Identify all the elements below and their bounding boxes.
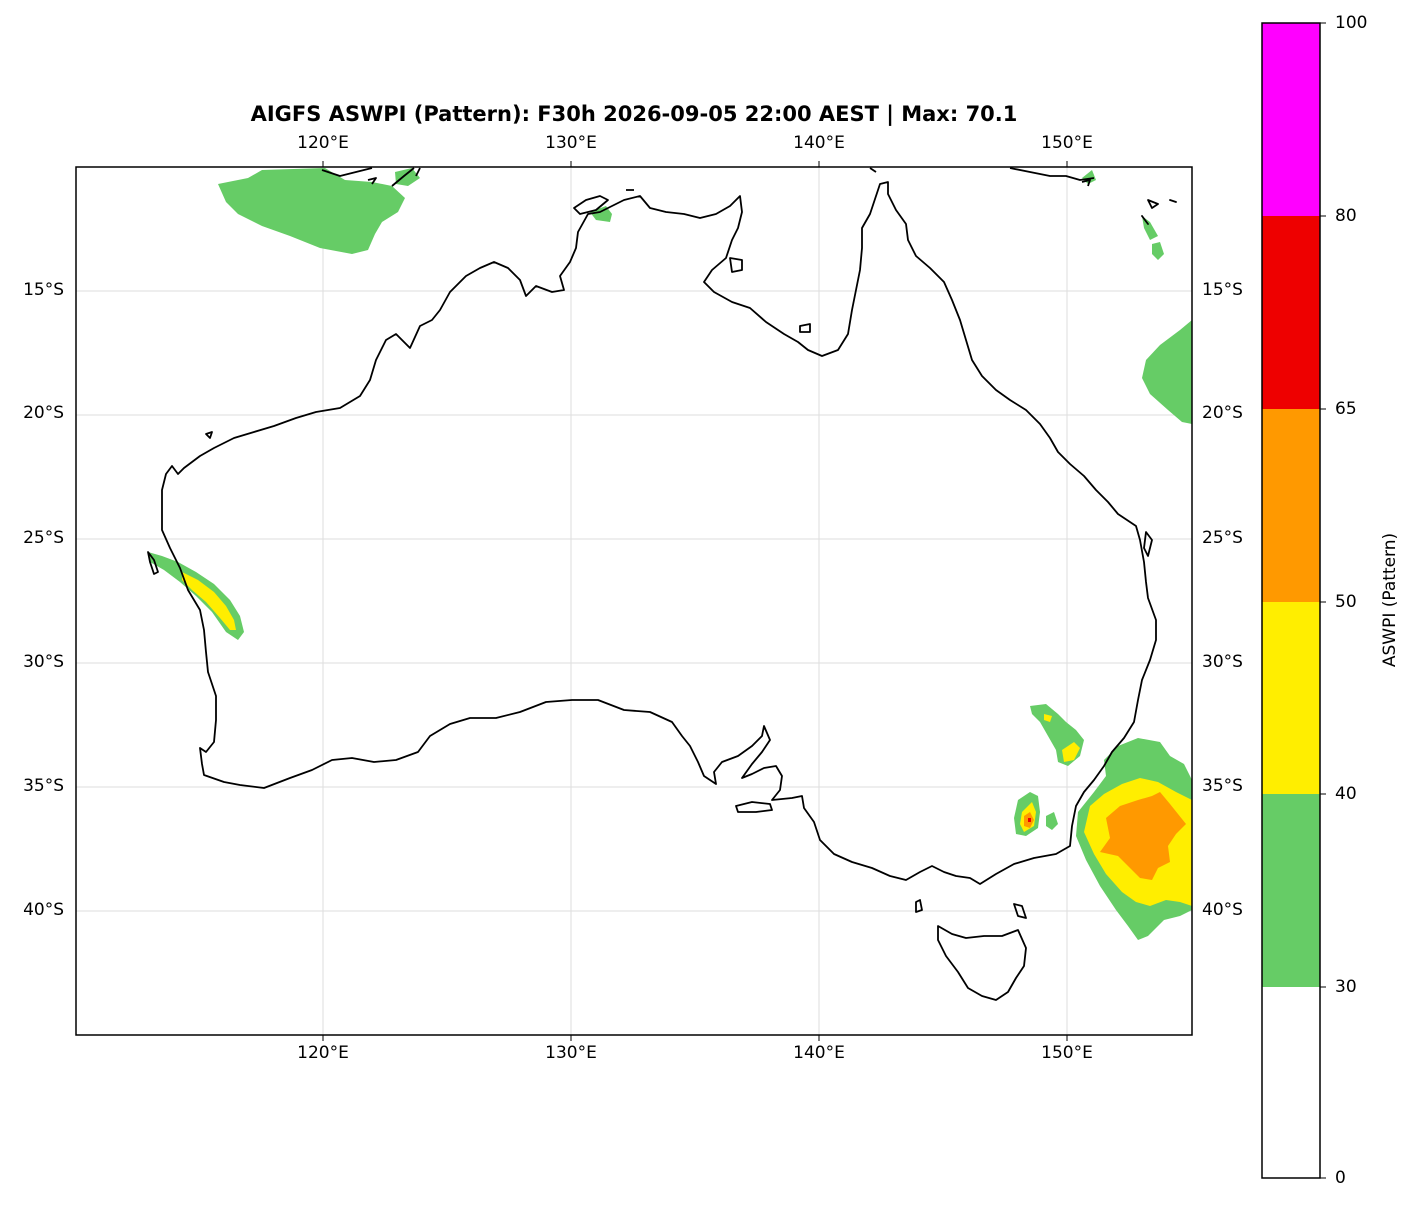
lat-label-right-30: 30°S xyxy=(1202,652,1243,672)
coastline-groote xyxy=(729,257,743,273)
colorbar xyxy=(1261,22,1326,1179)
coastline-flinders-island xyxy=(1013,903,1027,919)
coastline-fraser xyxy=(1143,531,1153,557)
colorbar-tick-50: 50 xyxy=(1335,592,1357,612)
colorbar-label: ASWPI (Pattern) xyxy=(1380,532,1400,668)
contour-green-coral-islands xyxy=(1142,216,1164,260)
lon-label-bottom-140: 140°E xyxy=(793,1043,845,1063)
coastline-kangaroo-island xyxy=(735,801,773,813)
lat-label-left-30: 30°S xyxy=(23,652,64,672)
contour-green-timor xyxy=(218,168,405,254)
colorbar-level-30-40 xyxy=(1262,794,1320,987)
colorbar-frame xyxy=(1261,22,1321,1179)
colorbar-level-65-80 xyxy=(1262,216,1320,409)
map-content xyxy=(76,167,1192,1035)
lat-label-right-35: 35°S xyxy=(1202,776,1243,796)
colorbar-tick-0: 0 xyxy=(1335,1168,1346,1188)
coastline-dirk-hartog xyxy=(147,551,159,575)
lat-label-right-25: 25°S xyxy=(1202,528,1243,548)
colorbar-tick-100: 100 xyxy=(1335,13,1368,33)
coastline-king-island xyxy=(915,899,923,913)
lat-label-left-20: 20°S xyxy=(23,403,64,423)
contour-red-snowy xyxy=(1028,818,1031,822)
contour-orange-tasman xyxy=(1100,792,1186,880)
contour-green-snowy-east xyxy=(1046,812,1058,830)
lon-label-bottom-120: 120°E xyxy=(297,1043,349,1063)
contour-green-newcastle xyxy=(1030,704,1084,766)
contour-yellow-sharkbay xyxy=(182,572,236,630)
colorbar-tick-30: 30 xyxy=(1335,977,1357,997)
contour-green-timor-east xyxy=(395,168,420,186)
colorbar-level-0-30 xyxy=(1262,987,1320,1178)
lon-label-top-130: 130°E xyxy=(545,133,597,153)
lon-label-top-150: 150°E xyxy=(1041,133,1093,153)
coastline-tiwi-islands xyxy=(573,195,609,215)
colorbar-tick-65: 65 xyxy=(1335,399,1357,419)
coastline-coral-islets xyxy=(1141,199,1177,225)
coastline-tasmania xyxy=(937,925,1027,1001)
coastline-barrow xyxy=(205,431,213,439)
contour-yellow-newcastle-small xyxy=(1044,714,1052,722)
lon-label-top-120: 120°E xyxy=(297,133,349,153)
lat-label-left-15: 15°S xyxy=(23,280,64,300)
lat-label-right-15: 15°S xyxy=(1202,280,1243,300)
aswpi-contours xyxy=(148,168,1192,1035)
lat-label-right-40: 40°S xyxy=(1202,900,1243,920)
coastline-mornington xyxy=(799,323,811,333)
lon-label-bottom-150: 150°E xyxy=(1041,1043,1093,1063)
colorbar-tick-40: 40 xyxy=(1335,784,1357,804)
lat-label-left-40: 40°S xyxy=(23,900,64,920)
colorbar-level-40-50 xyxy=(1262,602,1320,794)
lat-label-right-20: 20°S xyxy=(1202,403,1243,423)
axis-ticks xyxy=(322,161,1068,1041)
lon-label-top-140: 140°E xyxy=(793,133,845,153)
contour-yellow-newcastle xyxy=(1062,742,1080,762)
coastline-timor xyxy=(321,167,421,187)
lat-label-left-35: 35°S xyxy=(23,776,64,796)
contour-green-coral-east xyxy=(1142,320,1192,424)
colorbar-level-80-100 xyxy=(1262,23,1320,216)
map-title: AIGFS ASWPI (Pattern): F30h 2026-09-05 2… xyxy=(250,102,1018,126)
coastlines xyxy=(147,167,1177,1001)
lat-label-left-25: 25°S xyxy=(23,528,64,548)
coastline-australia xyxy=(161,181,1157,885)
map-frame xyxy=(75,166,1193,1036)
lon-label-bottom-130: 130°E xyxy=(545,1043,597,1063)
coastline-north-islets xyxy=(626,167,877,191)
coastline-new-guinea xyxy=(1009,167,1095,187)
colorbar-level-50-65 xyxy=(1262,409,1320,602)
colorbar-tick-80: 80 xyxy=(1335,206,1357,226)
graticule xyxy=(76,167,1192,1035)
